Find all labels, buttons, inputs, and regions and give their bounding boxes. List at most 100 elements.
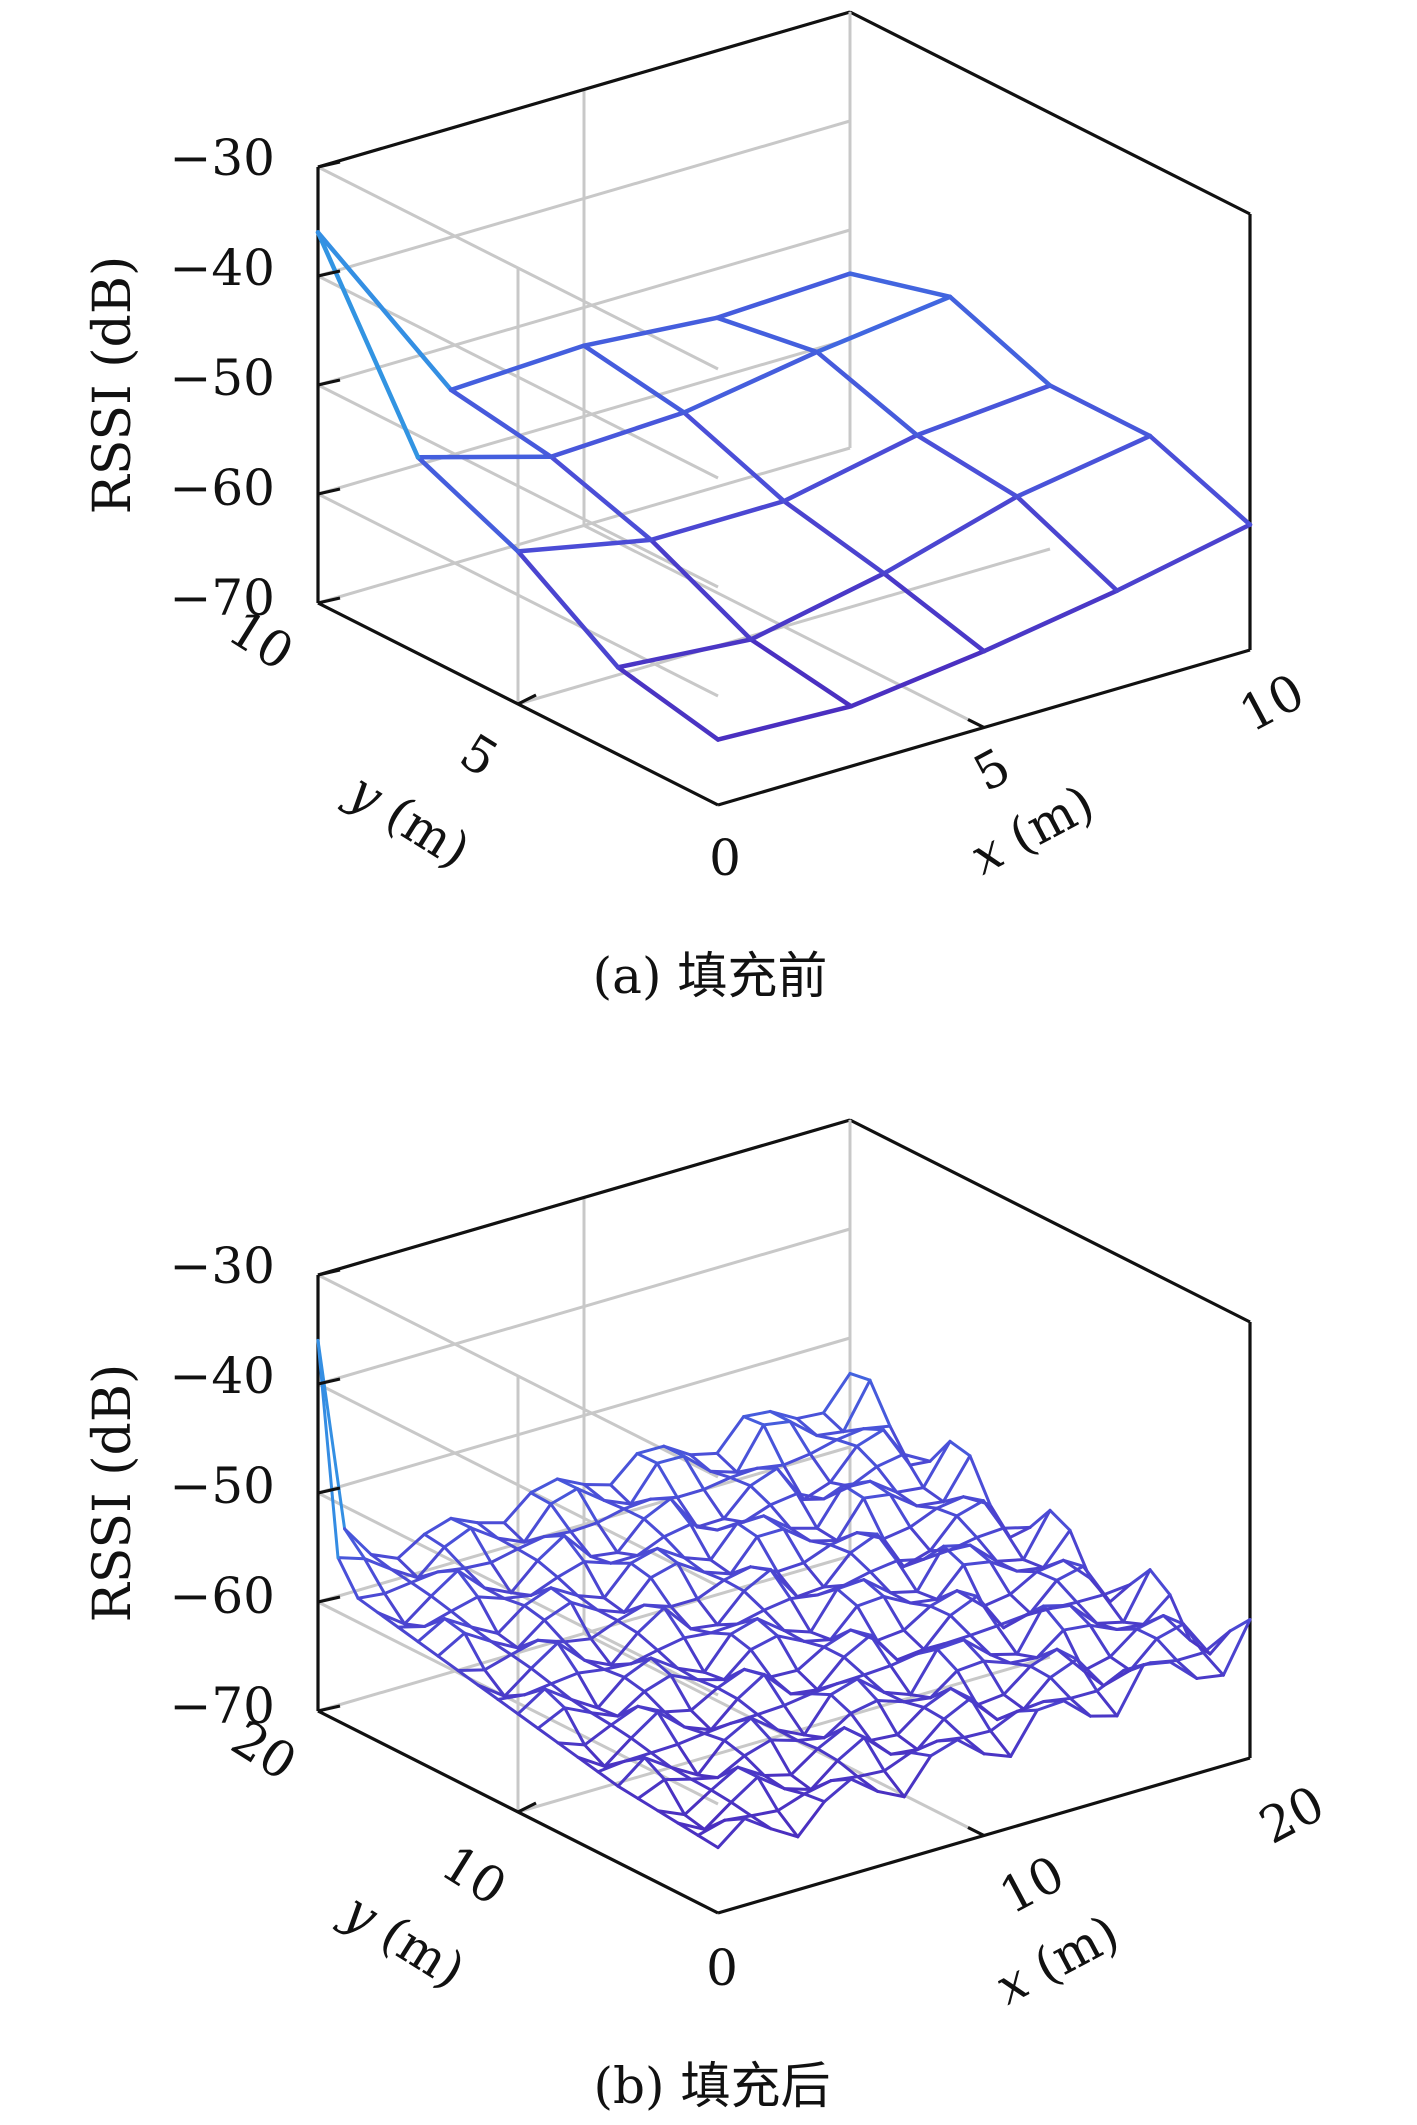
surface-segment xyxy=(669,1605,693,1631)
surface-segment xyxy=(842,1726,873,1742)
surface-segment xyxy=(642,1603,673,1609)
z-tick-mark xyxy=(317,1486,341,1495)
surface-segment xyxy=(1181,1622,1212,1656)
surface-segment xyxy=(696,1738,726,1777)
surface-segment xyxy=(681,410,787,504)
surface-segment xyxy=(536,1706,567,1730)
panel-a-z-tick-label: −70 xyxy=(169,569,275,627)
surface-segment xyxy=(662,1708,693,1714)
surface-segment xyxy=(675,1561,699,1601)
surface-segment xyxy=(589,1619,620,1641)
surface-segment xyxy=(815,1655,846,1692)
surface-segment xyxy=(469,1625,500,1635)
surface-segment xyxy=(416,1617,447,1644)
surface-segment xyxy=(569,1521,599,1534)
surface-segment xyxy=(988,1560,1012,1596)
surface-segment xyxy=(835,1438,859,1448)
surface-segment xyxy=(841,1378,872,1434)
surface-segment xyxy=(1068,1689,1099,1700)
surface-segment xyxy=(1001,1525,1032,1530)
surface-segment xyxy=(715,1589,746,1627)
surface-segment xyxy=(921,1439,952,1490)
surface-segment xyxy=(835,1587,859,1608)
surface-segment xyxy=(895,1733,919,1751)
surface-segment xyxy=(762,1420,792,1427)
surface-segment xyxy=(821,1371,852,1415)
surface-segment xyxy=(729,1775,760,1804)
surface-segment xyxy=(1095,1620,1125,1625)
surface-segment xyxy=(1062,1628,1086,1673)
surface-segment xyxy=(642,1673,673,1694)
surface-segment xyxy=(709,1558,733,1576)
panel-b-caption: (b) 填充后 xyxy=(594,2057,831,2115)
surface-segment xyxy=(723,1814,753,1822)
surface-segment xyxy=(742,1415,766,1427)
surface-segment xyxy=(788,1420,812,1456)
surface-segment xyxy=(582,1658,613,1667)
surface-segment xyxy=(596,1706,620,1718)
surface-segment xyxy=(648,498,787,543)
surface-segment xyxy=(716,1686,740,1701)
surface-segment xyxy=(716,1754,746,1780)
surface-segment xyxy=(955,1499,985,1518)
surface-segment xyxy=(602,1498,633,1506)
surface-segment xyxy=(982,1752,1013,1758)
surface-segment xyxy=(922,1642,946,1651)
surface-segment xyxy=(1028,1607,1052,1615)
panel-b-z-tick-label: −70 xyxy=(169,1677,275,1735)
box-edge xyxy=(849,1118,1251,1324)
surface-segment xyxy=(456,1569,480,1599)
surface-segment xyxy=(715,1415,746,1455)
surface-segment xyxy=(569,1697,600,1710)
surface-segment xyxy=(735,1466,759,1474)
surface-segment xyxy=(509,1591,533,1597)
surface-segment xyxy=(975,1526,1005,1539)
surface-segment xyxy=(1155,1637,1179,1662)
surface-segment xyxy=(515,549,621,670)
surface-segment xyxy=(1008,1656,1039,1665)
surface-segment xyxy=(895,1486,925,1494)
surface-segment xyxy=(788,1526,812,1543)
surface-segment xyxy=(948,1535,979,1552)
surface-segment xyxy=(1168,1593,1192,1642)
surface-segment xyxy=(1095,1689,1119,1718)
surface-segment xyxy=(436,1631,467,1658)
surface-segment xyxy=(781,432,920,504)
surface-segment xyxy=(981,588,1120,654)
surface-segment xyxy=(949,1686,979,1707)
surface-segment xyxy=(422,1532,446,1549)
surface-segment xyxy=(522,1535,546,1544)
surface-segment xyxy=(829,1775,860,1783)
surface-segment xyxy=(802,1561,826,1589)
surface-segment xyxy=(715,704,854,742)
surface-segment xyxy=(695,1517,726,1529)
surface-segment xyxy=(456,1668,487,1673)
surface-segment xyxy=(476,1521,500,1540)
surface-segment xyxy=(416,1570,440,1580)
surface-segment xyxy=(1028,1664,1052,1680)
surface-segment xyxy=(968,1624,999,1637)
surface-segment xyxy=(835,1496,866,1542)
surface-segment xyxy=(888,1492,912,1529)
panel-a-gridlines xyxy=(317,10,1051,807)
surface-segment xyxy=(655,1454,686,1465)
surface-segment xyxy=(882,1525,912,1541)
surface-segment xyxy=(782,1692,813,1707)
surface-segment xyxy=(1101,1583,1132,1597)
surface-segment xyxy=(868,1378,892,1428)
surface-segment xyxy=(1061,1558,1092,1580)
surface-segment xyxy=(503,1693,527,1698)
surface-segment xyxy=(962,1729,993,1739)
surface-segment xyxy=(615,1551,639,1557)
surface-segment xyxy=(536,1559,560,1579)
surface-segment xyxy=(722,1738,746,1758)
surface-segment xyxy=(1055,1564,1085,1582)
surface-segment xyxy=(703,1800,733,1831)
surface-segment xyxy=(822,1551,852,1589)
surface-segment xyxy=(755,1463,786,1470)
surface-segment xyxy=(409,1581,433,1598)
surface-segment xyxy=(336,1556,360,1600)
surface-segment xyxy=(1014,433,1153,499)
surface-segment xyxy=(709,1721,733,1732)
surface-segment xyxy=(529,1666,553,1686)
